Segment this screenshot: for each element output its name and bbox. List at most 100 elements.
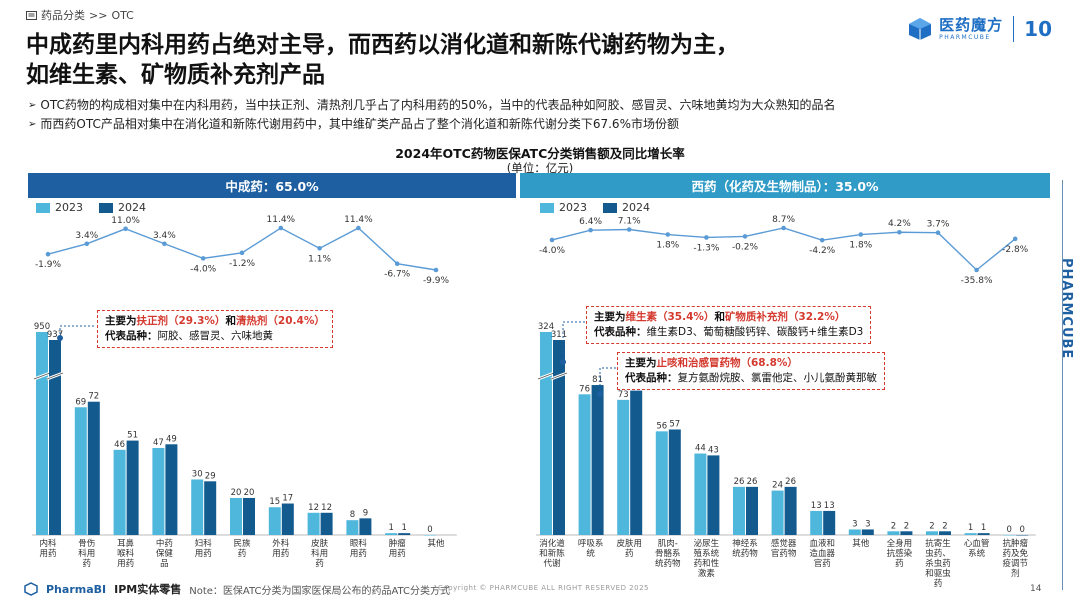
category-label: 抗感染 — [887, 548, 913, 559]
bar-2023 — [307, 512, 320, 535]
vertical-brand: PHARMCUBE — [1059, 258, 1074, 360]
bar-value-label: 2 — [891, 521, 896, 531]
breadcrumb-current: OTC — [111, 8, 134, 22]
growth-label: 11.0% — [111, 216, 140, 226]
growth-label: 1.8% — [656, 241, 679, 251]
bar-2024 — [49, 340, 61, 535]
growth-point — [356, 225, 361, 231]
growth-label: -1.9% — [35, 260, 62, 270]
bar-value-label: 13 — [811, 501, 822, 511]
callout-anchor-dot — [597, 391, 603, 397]
breadcrumb-separator: >> — [89, 8, 108, 22]
callout-respiratory-line-1: 主要为止咳和治感冒药物（68.8%） — [625, 356, 877, 371]
category-label: 民族 — [233, 538, 251, 549]
growth-label: -4.2% — [809, 246, 836, 256]
bar-2023 — [152, 447, 165, 535]
category-label: 统药物 — [732, 548, 758, 559]
page-title-line-1: 中成药里内科用药占绝对主导，而西药以消化道和新陈代谢药物为主， — [26, 32, 739, 58]
bar-value-label: 56 — [656, 421, 667, 431]
panel-header-western: 西药（化药及生物制品）：35.0% — [520, 173, 1050, 198]
callout-connector: 和 — [714, 311, 725, 323]
category-label: 药 — [83, 558, 92, 569]
arrow-bullet-icon: ➢ — [28, 100, 37, 111]
bar-2024 — [87, 401, 100, 535]
bar-value-label: 15 — [269, 497, 280, 507]
legend-swatch-2023 — [36, 202, 50, 213]
bar-2024 — [977, 533, 990, 535]
category-label: 品 — [160, 559, 169, 569]
category-label: 全身用 — [887, 538, 913, 549]
growth-point — [45, 251, 51, 257]
callout-highlight-2: 清热剂（20.4%） — [235, 315, 325, 327]
bar-value-label: 17 — [282, 494, 293, 504]
growth-label: -35.8% — [961, 276, 993, 286]
key-point-text: 而西药OTC产品相对集中在消化道和新陈代谢用药中，其中维矿类产品占了整个消化道和… — [40, 117, 679, 131]
bar-2024 — [861, 529, 874, 535]
bar-2023 — [771, 490, 784, 535]
axis-break-line — [550, 372, 568, 380]
bar-2023 — [733, 486, 745, 535]
bar-2023 — [540, 332, 552, 535]
growth-line — [551, 227, 1016, 271]
bar-2023 — [926, 531, 938, 535]
legend-western: 2023 2024 — [540, 201, 650, 214]
anniversary-mark: 10 — [1024, 17, 1052, 41]
callout-highlight-1: 扶正剂（29.3%） — [136, 315, 226, 327]
growth-point — [897, 229, 902, 235]
callout-examples: 复方氨酚烷胺、氯雷他定、小儿氨酚黄那敏 — [677, 372, 878, 384]
growth-point — [162, 241, 167, 247]
bar-2023 — [1003, 535, 1016, 536]
bar-2023 — [191, 479, 204, 535]
growth-point — [858, 232, 864, 237]
growth-point — [549, 237, 555, 243]
axis-break-line — [33, 372, 51, 380]
growth-point — [200, 256, 206, 261]
category-label: 和新陈 — [539, 548, 565, 559]
category-label: 用药 — [195, 548, 212, 559]
bar-value-label: 324 — [538, 322, 554, 332]
logo-english-name: PHARMCUBE — [939, 33, 991, 41]
growth-point — [742, 234, 748, 239]
breadcrumb-section[interactable]: 药品分类 — [41, 9, 85, 22]
bar-value-label: 13 — [824, 501, 835, 511]
category-label: 皮肤 — [311, 538, 329, 549]
bar-value-label: 12 — [321, 503, 332, 513]
category-label: 抗寄生 — [925, 538, 951, 549]
bar-value-label: 2 — [929, 521, 934, 531]
category-label: 疫调节 — [1002, 558, 1028, 569]
bar-2024 — [630, 390, 643, 535]
callout-connector: 和 — [225, 315, 236, 327]
bar-2023 — [74, 407, 87, 535]
footer-note: Note：医保ATC分类为国家医保局公布的药品ATC分类方式 — [189, 585, 451, 597]
bar-2023 — [424, 535, 436, 536]
bar-value-label: 2 — [942, 521, 947, 531]
growth-label: 8.7% — [772, 215, 795, 225]
category-label: 心血管 — [964, 538, 990, 549]
callout-highlight-1: 止咳和治感冒药物（68.8%） — [656, 357, 798, 369]
category-label: 眼科 — [350, 538, 368, 549]
bar-value-label: 24 — [772, 481, 783, 491]
category-label: 杀虫药 — [925, 558, 951, 569]
bar-value-label: 950 — [34, 322, 50, 332]
arrow-bullet-icon: ➢ — [28, 119, 37, 130]
page-number: 14 — [1030, 584, 1042, 594]
legend-label-2023: 2023 — [55, 201, 83, 214]
growth-label: 3.4% — [75, 231, 98, 241]
page-title: 中成药里内科用药占绝对主导，而西药以消化道和新陈代谢药物为主， 如维生素、矿物质… — [26, 30, 926, 90]
bar-value-label: 1 — [388, 523, 393, 533]
growth-point — [626, 227, 632, 232]
bar-2023 — [810, 510, 823, 535]
category-label: 激素 — [698, 568, 716, 579]
footer-sub-brand: IPM实体零售 — [114, 583, 182, 596]
callout-anchor-dot — [560, 359, 566, 365]
category-label: 药和性 — [694, 558, 720, 569]
callout-respiratory: 主要为止咳和治感冒药物（68.8%） 代表品种：复方氨酚烷胺、氯雷他定、小儿氨酚… — [617, 352, 885, 390]
bar-value-label: 51 — [127, 431, 138, 441]
growth-point — [665, 232, 671, 237]
growth-point — [239, 250, 245, 256]
growth-point — [278, 225, 284, 231]
growth-label: 1.8% — [849, 241, 872, 251]
growth-label: 3.7% — [927, 220, 950, 230]
category-label: 骨伤 — [78, 538, 95, 549]
bar-2024 — [281, 503, 294, 535]
